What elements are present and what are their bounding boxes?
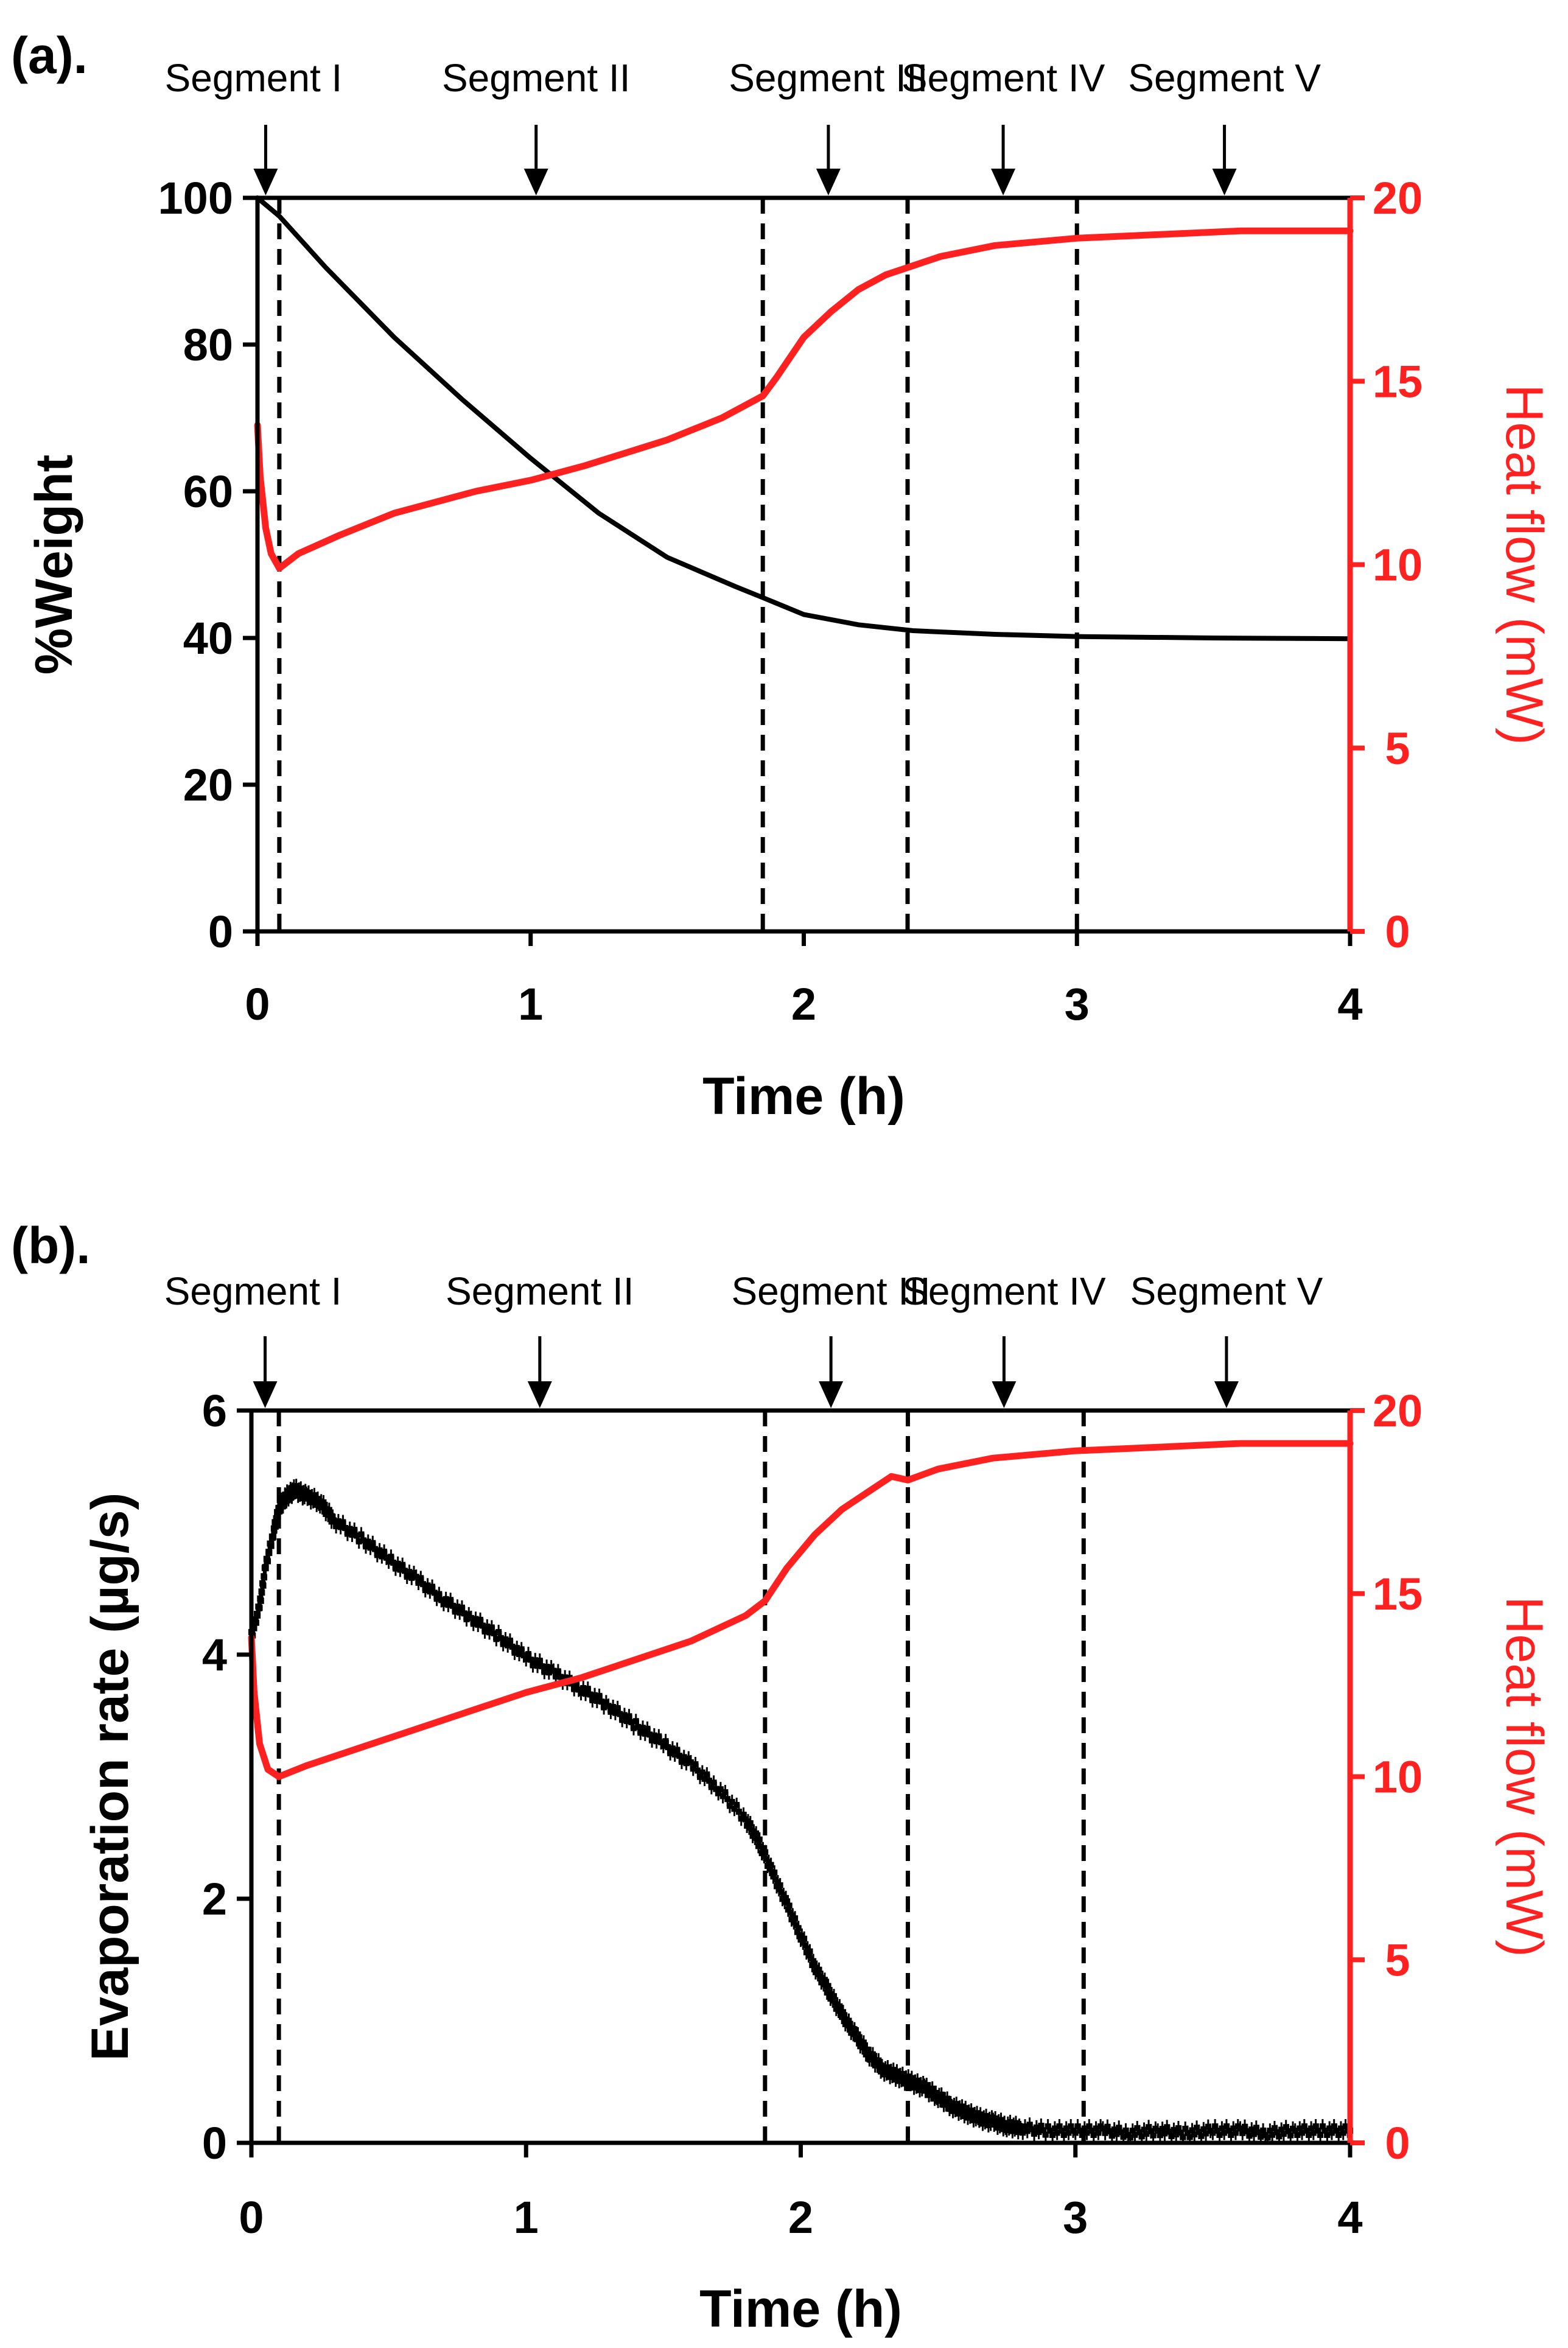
y2-tick-label: 15 (1373, 1569, 1423, 1619)
series-weight-line (255, 195, 1353, 642)
y-tick-label: 100 (158, 173, 233, 223)
y-tick-label: 60 (183, 466, 233, 517)
x-tick-label: 2 (791, 979, 816, 1029)
y-axis-title: %Weight (25, 455, 83, 675)
chart-panel-a: (a). Segment I Segment II Segment IIISegmen… (11, 27, 1553, 1126)
segment-arrow-head (816, 169, 841, 195)
segment-arrow-head (523, 169, 548, 195)
segment-arrow-head (1212, 169, 1237, 195)
chart-panel-b: (b).Segment I Segment II Segment IIISegmen… (11, 1217, 1553, 2338)
x-tick-label: 0 (239, 2192, 264, 2243)
segment-label: Segment II (446, 1269, 634, 1313)
y-tick-label: 6 (202, 1386, 227, 1436)
x-tick-label: 4 (1337, 2192, 1362, 2243)
x-tick-label: 1 (518, 979, 543, 1029)
y2-tick-label: 10 (1373, 1752, 1423, 1803)
segment-arrow-head (253, 1381, 278, 1408)
segment-label: Segment III (729, 56, 928, 100)
series-heat-flow-line (248, 1440, 1354, 1780)
segment-label: Segment V (1130, 1269, 1323, 1313)
y-tick-label: 2 (202, 1874, 227, 1924)
segment-arrow-head (991, 169, 1016, 195)
y-axis-title: Evaporation rate (µg/s) (81, 1493, 139, 2061)
x-tick-label: 1 (514, 2192, 539, 2243)
segment-label: Segment I (164, 1269, 342, 1313)
segment-arrow-head (992, 1381, 1017, 1408)
segment-arrow-head (253, 169, 278, 195)
segment-label: Segment I (165, 56, 343, 100)
y2-tick-label: 10 (1373, 540, 1423, 591)
x-tick-label: 3 (1063, 2192, 1088, 2243)
y2-tick-label: 15 (1373, 356, 1423, 407)
y2-tick-label: 5 (1385, 1935, 1410, 1985)
y-tick-label: 80 (183, 320, 233, 370)
y2-axis-title: Heat flow (mW) (1495, 1596, 1553, 1957)
panel-label: (b). (11, 1217, 91, 1274)
y2-tick-label: 20 (1373, 173, 1423, 223)
y-tick-label: 20 (183, 760, 233, 810)
x-tick-label: 2 (788, 2192, 813, 2243)
x-axis-title: Time (h) (699, 2280, 902, 2338)
y-tick-label: 4 (202, 1630, 227, 1680)
segment-label: Segment V (1128, 56, 1321, 100)
y2-tick-label: 0 (1385, 2118, 1410, 2168)
y2-tick-label: 20 (1373, 1386, 1423, 1436)
panel-label: (a). (11, 27, 88, 84)
x-tick-label: 3 (1065, 979, 1090, 1029)
segment-arrow-head (819, 1381, 844, 1408)
segment-arrow-head (527, 1381, 552, 1408)
segment-label: Segment III (731, 1269, 930, 1313)
x-tick-label: 0 (245, 979, 270, 1029)
y2-tick-label: 0 (1385, 906, 1410, 957)
segment-arrow-head (1214, 1381, 1239, 1408)
y-tick-label: 40 (183, 613, 233, 664)
series-evaporation-rate (248, 1479, 1353, 2145)
x-tick-label: 4 (1337, 979, 1362, 1029)
segment-label: Segment IV (902, 1269, 1106, 1313)
y2-axis-title: Heat flow (mW) (1495, 384, 1553, 745)
x-axis-title: Time (h) (702, 1067, 905, 1126)
segment-label: Segment IV (901, 56, 1105, 100)
y-tick-label: 0 (202, 2118, 227, 2168)
y2-tick-label: 5 (1385, 723, 1410, 774)
y-tick-label: 0 (208, 906, 233, 957)
segment-label: Segment II (442, 56, 631, 100)
series-heat-flow-line (254, 227, 1354, 572)
